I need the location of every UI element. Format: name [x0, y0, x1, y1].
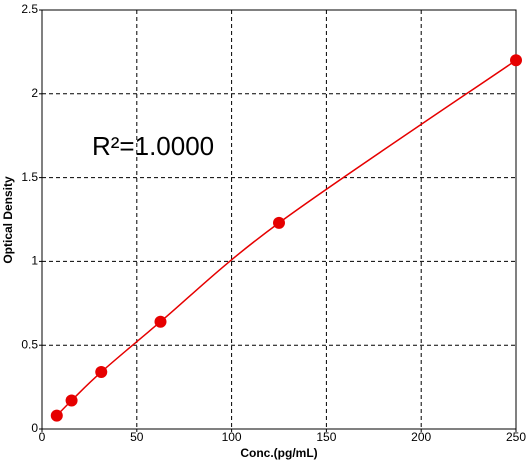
x-tick-label: 50	[130, 430, 144, 444]
y-axis-label: Optical Density	[1, 176, 15, 264]
x-tick-label: 100	[222, 430, 242, 444]
x-tick-label: 0	[39, 430, 46, 444]
x-tick-label: 150	[316, 430, 336, 444]
x-tick-label: 250	[506, 430, 526, 444]
data-point	[95, 366, 108, 379]
data-point	[50, 409, 63, 422]
y-tick-label: 2	[31, 86, 38, 100]
data-point	[65, 394, 78, 407]
data-point	[154, 315, 167, 328]
x-axis-label: Conc.(pg/mL)	[240, 446, 317, 460]
y-tick-label: 0	[31, 421, 38, 435]
plot-frame	[41, 9, 517, 430]
y-tick-label: 0.5	[21, 337, 38, 351]
x-tick-label: 200	[411, 430, 431, 444]
y-tick-label: 1	[31, 254, 38, 268]
annotation: R²=1.0000	[92, 131, 214, 161]
data-point	[510, 54, 522, 67]
y-tick-label: 2.5	[21, 2, 38, 16]
fit-curve	[56, 59, 517, 417]
data-point	[273, 216, 285, 229]
y-tick-label: 1.5	[21, 170, 38, 184]
